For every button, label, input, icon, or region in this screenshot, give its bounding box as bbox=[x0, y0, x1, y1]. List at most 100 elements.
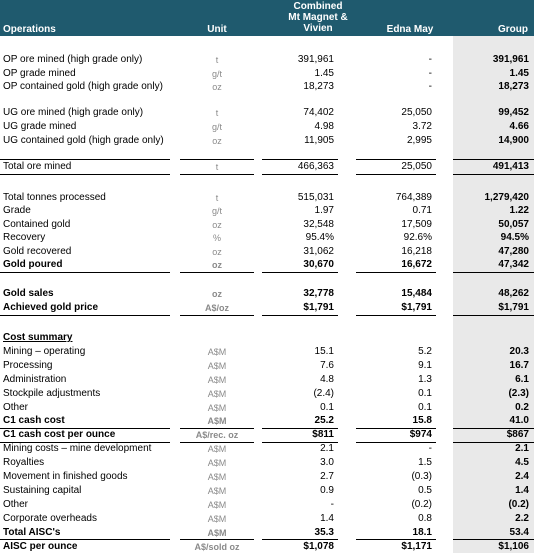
cell: $867 bbox=[506, 429, 529, 441]
row-label: Movement in finished goods bbox=[3, 471, 128, 482]
cell: 4.5 bbox=[515, 457, 529, 469]
cell: 30,670 bbox=[303, 259, 334, 270]
cell: g/t bbox=[211, 121, 222, 132]
cell: 35.3 bbox=[314, 526, 334, 538]
cell: $1,791 bbox=[303, 302, 334, 313]
row-label: Administration bbox=[3, 373, 67, 385]
cell: 47,342 bbox=[498, 259, 529, 270]
row-label: UG contained gold (high grade only) bbox=[3, 134, 164, 146]
cell: A$M bbox=[207, 402, 227, 413]
cell: 0.2 bbox=[515, 401, 529, 413]
cell: 15,484 bbox=[401, 288, 432, 299]
row-label: Total AISC's bbox=[3, 526, 61, 538]
cell: 391,961 bbox=[492, 54, 529, 65]
cell: 0.1 bbox=[418, 387, 432, 399]
cell: 1.4 bbox=[320, 512, 334, 524]
row-label: UG ore mined (high grade only) bbox=[3, 107, 144, 118]
row-label: OP grade mined bbox=[3, 67, 76, 79]
cell: oz bbox=[212, 246, 222, 257]
row-rule bbox=[0, 427, 170, 429]
row-label: Other bbox=[3, 498, 29, 510]
cell: 491,413 bbox=[492, 161, 529, 172]
cell: 32,548 bbox=[303, 218, 334, 230]
cell: 7.6 bbox=[320, 359, 334, 371]
row-label: Processing bbox=[3, 359, 53, 371]
row-rule bbox=[180, 271, 254, 273]
cell: 466,363 bbox=[297, 161, 334, 172]
cell: 1.5 bbox=[418, 457, 432, 469]
row-rule bbox=[262, 173, 338, 175]
row-rule bbox=[356, 314, 436, 316]
cell: 0.1 bbox=[418, 401, 432, 413]
cell: A$M bbox=[207, 458, 227, 469]
row-label: Total ore mined bbox=[3, 161, 72, 172]
row-rule bbox=[356, 173, 436, 175]
cell: - bbox=[428, 443, 432, 455]
row-rule bbox=[453, 271, 534, 273]
row-rule bbox=[453, 173, 534, 175]
cell: A$M bbox=[207, 388, 227, 399]
row-label: AISC per ounce bbox=[3, 540, 78, 552]
cell: $974 bbox=[409, 429, 432, 441]
cell: 47,280 bbox=[498, 245, 529, 257]
cell: A$M bbox=[207, 346, 227, 357]
cell: A$M bbox=[207, 499, 227, 510]
row-rule bbox=[356, 441, 436, 443]
cell: - bbox=[428, 67, 432, 79]
cell: 99,452 bbox=[498, 107, 529, 118]
row-rule bbox=[180, 441, 254, 443]
row-rule bbox=[262, 271, 338, 273]
row-label: Royalties bbox=[3, 457, 45, 469]
cell: t bbox=[215, 55, 219, 65]
cell: $1,791 bbox=[401, 302, 432, 313]
row-label: Stockpile adjustments bbox=[3, 387, 101, 399]
cell: t bbox=[215, 108, 219, 118]
cell: oz bbox=[212, 219, 222, 230]
cell: 1.97 bbox=[314, 205, 334, 217]
cell: 3.0 bbox=[320, 457, 334, 469]
cell: 1.3 bbox=[418, 373, 432, 385]
cell: 50,057 bbox=[498, 218, 529, 230]
cell: 6.1 bbox=[515, 373, 529, 385]
cell: (0.3) bbox=[411, 471, 432, 482]
cell: - bbox=[428, 81, 432, 93]
row-label: Total tonnes processed bbox=[3, 192, 106, 203]
row-rule bbox=[356, 159, 436, 160]
cell: 4.98 bbox=[314, 120, 334, 132]
header-cell: Combined Mt Magnet & Vivien bbox=[288, 1, 348, 34]
row-label: UG grade mined bbox=[3, 120, 77, 132]
row-label: OP ore mined (high grade only) bbox=[3, 54, 143, 65]
row-rule bbox=[262, 314, 338, 316]
cell: 1.45 bbox=[509, 67, 529, 79]
cell: 95.4% bbox=[305, 232, 334, 244]
cell: (0.2) bbox=[508, 498, 529, 510]
row-label: Gold poured bbox=[3, 259, 63, 270]
header-cell: Operations bbox=[3, 24, 56, 35]
cell: 2.4 bbox=[515, 471, 529, 482]
cell: 94.5% bbox=[500, 232, 529, 244]
row-rule bbox=[453, 441, 534, 443]
row-rule bbox=[180, 427, 254, 429]
cell: oz bbox=[212, 82, 222, 93]
header-cell: Group bbox=[498, 24, 528, 35]
cell: 4.8 bbox=[320, 373, 334, 385]
row-rule bbox=[453, 539, 534, 541]
cell: 2.1 bbox=[320, 443, 334, 455]
group-column-band bbox=[453, 36, 534, 553]
cell: 15.8 bbox=[412, 415, 432, 427]
row-rule bbox=[0, 159, 170, 160]
cell: 74,402 bbox=[303, 107, 334, 118]
row-rule bbox=[262, 539, 338, 541]
cell: 3.72 bbox=[412, 120, 432, 132]
row-rule bbox=[0, 271, 170, 273]
cell: - bbox=[330, 498, 334, 510]
cell: A$M bbox=[207, 444, 227, 455]
row-rule bbox=[180, 173, 254, 175]
cell: 18,273 bbox=[498, 81, 529, 93]
cell: 2.7 bbox=[320, 471, 334, 482]
cell: 9.1 bbox=[418, 359, 432, 371]
row-rule bbox=[262, 441, 338, 443]
cell: 1.45 bbox=[314, 67, 334, 79]
row-rule bbox=[262, 427, 338, 429]
row-rule bbox=[180, 539, 254, 541]
